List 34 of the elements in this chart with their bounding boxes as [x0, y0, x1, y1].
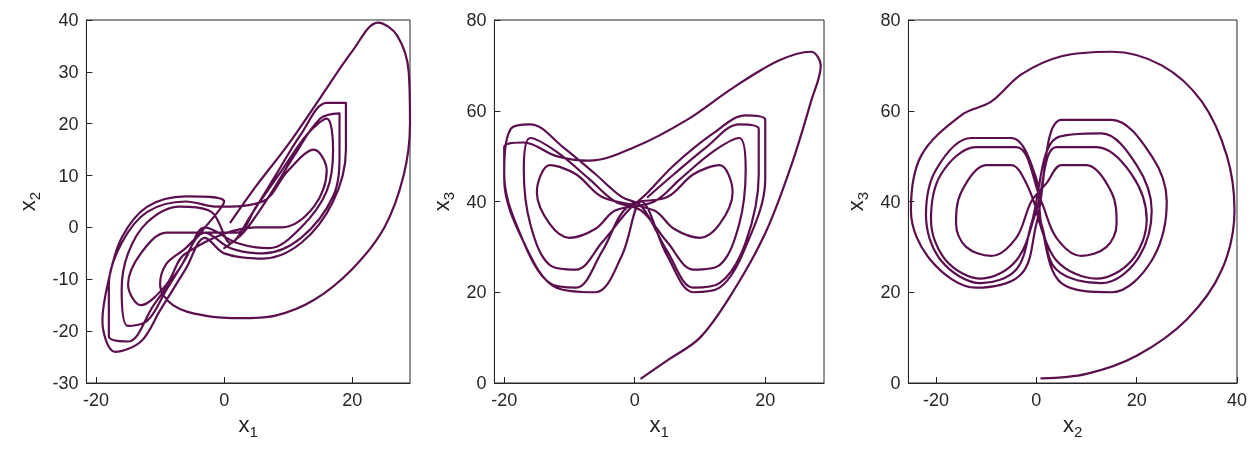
y-axis-title: x3 — [428, 191, 457, 212]
x-tick-label: 20 — [342, 390, 363, 410]
y-axis-title: x2 — [14, 191, 43, 212]
line-series — [101, 21, 412, 353]
x-tick-label: 0 — [219, 390, 230, 410]
line-series — [909, 50, 1236, 380]
y-tick-label: 30 — [58, 61, 79, 82]
y-tick-label: 80 — [466, 10, 487, 30]
y-tick-label: 40 — [880, 191, 901, 212]
y-tick-label: 0 — [890, 373, 901, 393]
y-tick-label: -20 — [52, 321, 79, 342]
x-tick-label: 0 — [629, 390, 640, 410]
y-tick-label: 60 — [880, 100, 901, 121]
y-tick-label: 20 — [58, 113, 79, 134]
y-tick-label: -10 — [52, 269, 79, 290]
y-tick-label: 40 — [466, 191, 487, 212]
x-tick-label: -20 — [83, 390, 110, 410]
x-tick-label: -20 — [923, 390, 950, 410]
y-tick-label: 0 — [476, 373, 487, 393]
y-tick-label: 20 — [880, 282, 901, 303]
x-tick-label: -20 — [491, 390, 518, 410]
y-tick-label: 80 — [880, 10, 901, 30]
y-axis-title: x3 — [842, 191, 871, 212]
y-tick-label: 40 — [58, 10, 79, 30]
line-series — [503, 50, 822, 380]
y-tick-label: 20 — [466, 282, 487, 303]
y-tick-label: 10 — [58, 165, 79, 186]
y-tick-label: 0 — [68, 217, 79, 238]
x-tick-label: 20 — [1126, 390, 1147, 410]
x-tick-label: 40 — [1226, 390, 1247, 410]
y-tick-label: -30 — [52, 373, 79, 393]
y-tick-label: 60 — [466, 100, 487, 121]
x-tick-label: 20 — [755, 390, 776, 410]
x-tick-label: 0 — [1031, 390, 1042, 410]
